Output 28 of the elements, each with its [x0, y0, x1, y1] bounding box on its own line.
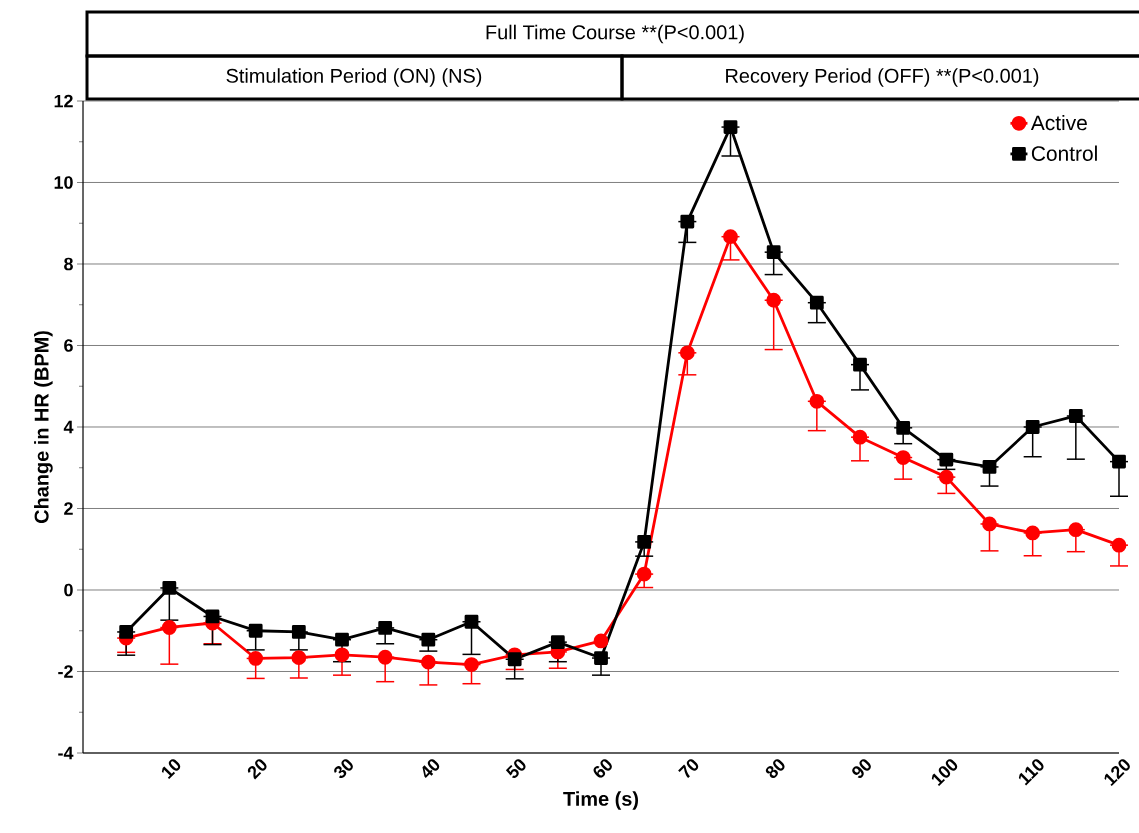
- y-tick-label: 2: [64, 502, 73, 515]
- x-tick-label: 50: [505, 759, 526, 779]
- y-tick-label: 0: [64, 583, 73, 597]
- text: Stimulation Period (ON) (NS): [226, 68, 482, 87]
- legend-label: Control: [1031, 145, 1097, 161]
- x-axis-title: Time (s): [563, 791, 639, 810]
- x-tick-label: 10: [161, 759, 181, 780]
- y-tick-label: 4: [63, 420, 74, 434]
- x-tick-label: 90: [852, 759, 871, 778]
- y-tick-label: -2: [58, 665, 73, 678]
- x-tick-label: 40: [422, 759, 440, 778]
- x-tick-label: 120: [1104, 759, 1130, 787]
- text: Recovery Period (OFF) **(P<0.001): [726, 68, 1039, 87]
- text: Full Time Course **(P<0.001): [486, 24, 744, 44]
- x-tick-label: 60: [593, 759, 612, 778]
- y-axis-title: Change in HR (BPM): [34, 331, 53, 524]
- y-tick-label: 6: [64, 339, 73, 352]
- x-tick-label: 30: [334, 759, 353, 779]
- y-tick-label: 10: [54, 176, 73, 189]
- x-tick-label: 20: [247, 759, 267, 780]
- x-tick-label: 110: [1018, 759, 1044, 786]
- y-tick-label: 8: [64, 257, 73, 271]
- legend-label: Active: [1030, 114, 1087, 131]
- x-tick-label: 80: [765, 759, 785, 779]
- y-tick-label: -4: [58, 746, 74, 760]
- x-tick-label: 70: [678, 759, 699, 779]
- x-tick-label: 100: [931, 759, 958, 787]
- y-tick-label: 12: [54, 94, 73, 108]
